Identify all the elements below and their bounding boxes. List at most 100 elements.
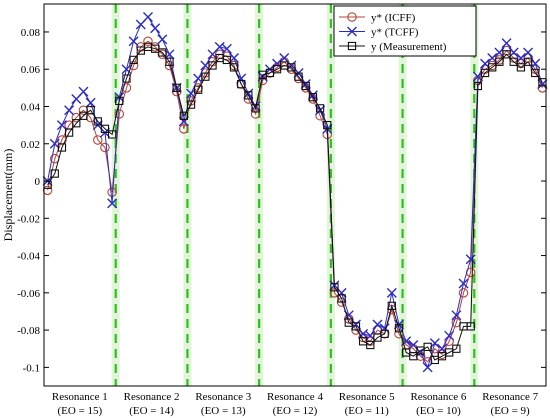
data-point (487, 53, 498, 64)
data-point (458, 278, 469, 289)
data-point (56, 120, 67, 131)
series-layer (42, 12, 548, 373)
data-point (150, 42, 160, 52)
y-tick-label: -0.06 (17, 288, 40, 300)
data-point (229, 53, 240, 64)
data-point (372, 319, 383, 330)
data-point (193, 73, 204, 84)
data-point (150, 23, 161, 34)
data-point (366, 340, 375, 350)
data-point (330, 283, 339, 292)
data-point (100, 142, 110, 153)
data-point (409, 352, 418, 361)
boundary-band (183, 4, 192, 386)
data-point (488, 63, 497, 72)
data-point (237, 79, 246, 89)
data-point (394, 324, 404, 333)
legend-label: y (Measurement) (371, 41, 447, 53)
data-point (272, 58, 283, 69)
boundary-band (398, 4, 407, 386)
data-point (465, 254, 476, 265)
data-point (501, 38, 512, 49)
segment-sublabel: (EO = 14) (129, 405, 174, 417)
data-point (158, 48, 167, 57)
data-point (315, 105, 326, 116)
data-point (229, 63, 239, 72)
data-point (115, 96, 124, 106)
data-point (222, 55, 232, 65)
data-point (523, 57, 533, 66)
data-point (452, 344, 461, 353)
data-point (142, 12, 153, 23)
data-point (323, 120, 332, 130)
data-point (379, 323, 390, 334)
data-point (179, 124, 189, 134)
data-point (365, 330, 376, 341)
data-point (214, 41, 225, 52)
data-point (444, 336, 454, 347)
series-line (47, 46, 543, 361)
data-point (100, 124, 110, 133)
boundary-band (255, 4, 264, 386)
data-point (121, 83, 132, 93)
data-point (85, 97, 96, 108)
data-point (494, 47, 505, 58)
data-point (423, 342, 432, 352)
data-point (494, 55, 505, 65)
data-point (121, 64, 132, 75)
data-point (401, 336, 412, 347)
data-point (244, 91, 253, 100)
segment-label: Resonance 1 (52, 391, 108, 403)
segment-sublabel: (EO = 11) (345, 405, 390, 417)
data-point (308, 93, 318, 102)
segment-label: Resonance 4 (267, 391, 323, 403)
data-point (458, 288, 469, 298)
data-point (386, 287, 397, 298)
data-point (129, 55, 138, 65)
data-point (107, 130, 117, 139)
legend: y* (ICFF) y* (TCFF) y (Measurement) (333, 5, 477, 57)
data-point (530, 58, 541, 69)
data-point (93, 135, 103, 145)
y-tick-label: -0.1 (23, 362, 40, 374)
data-point (480, 68, 490, 78)
y-tick-label: -0.02 (17, 213, 40, 225)
segment-label: Resonance 5 (339, 391, 395, 403)
data-point (122, 74, 131, 83)
data-point (107, 198, 118, 209)
data-point (422, 362, 433, 373)
segment-label: Resonance 6 (410, 391, 466, 403)
data-point (229, 60, 239, 71)
data-point (508, 47, 519, 58)
data-point (114, 109, 125, 119)
data-point (451, 310, 462, 321)
plot-frame (43, 3, 547, 387)
data-point (509, 57, 518, 66)
data-point (93, 117, 102, 126)
data-point (537, 79, 548, 90)
data-point (294, 72, 303, 81)
data-point (337, 294, 346, 303)
data-point (236, 79, 246, 89)
data-point (502, 50, 511, 59)
legend-label: y* (ICFF) (371, 12, 416, 24)
segment-sublabel: (EO = 9) (491, 405, 531, 417)
data-point (358, 328, 369, 339)
data-point (523, 47, 534, 58)
data-point (516, 63, 526, 72)
data-point (350, 319, 361, 330)
data-point (429, 338, 440, 349)
y-axis: 0.08 0.06 0.04 0.02 0 -0.02 -0.04 -0.06 -0.08 -0.… (17, 27, 546, 374)
data-point (128, 36, 139, 47)
data-point (336, 287, 347, 298)
data-point (515, 53, 526, 64)
data-point (251, 104, 260, 113)
data-point (172, 83, 181, 93)
y-tick-label: 0.02 (21, 139, 40, 151)
data-point (208, 61, 217, 70)
y-tick-label: 0.04 (21, 101, 41, 113)
y-tick-label: -0.04 (17, 251, 40, 263)
y-axis-title: Displacement(mm) (1, 149, 15, 242)
data-point (201, 72, 210, 81)
